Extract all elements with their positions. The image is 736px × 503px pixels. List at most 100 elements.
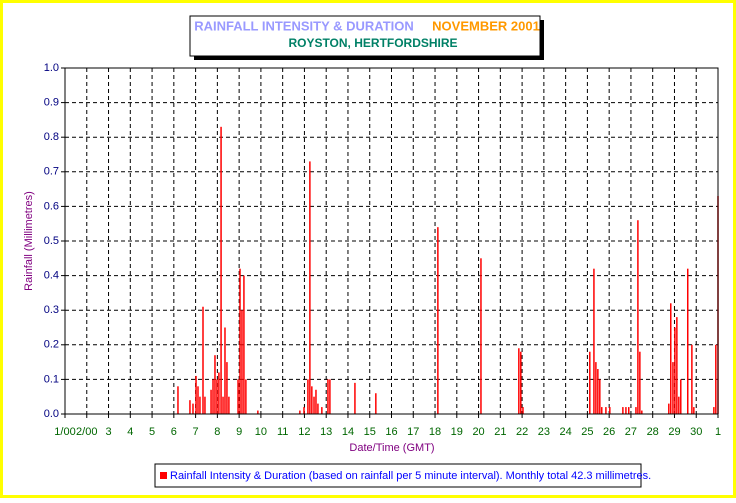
- x-tick-label: 1: [715, 426, 721, 438]
- bar: [520, 351, 522, 414]
- y-tick-label: 0.9: [44, 97, 59, 109]
- legend-swatch: [160, 472, 167, 479]
- bar: [713, 407, 715, 414]
- bar: [599, 379, 601, 414]
- x-tick-label: 7: [193, 426, 199, 438]
- plot-border: [64, 67, 719, 415]
- bar: [672, 362, 674, 414]
- bar: [605, 407, 607, 414]
- x-tick-label: 14: [342, 426, 354, 438]
- y-tick-label: 0.0: [44, 408, 59, 420]
- bar: [216, 379, 218, 414]
- y-tick-label: 0.3: [44, 304, 59, 316]
- y-tick-label: 1.0: [44, 62, 59, 74]
- x-tick-label: 5: [149, 426, 155, 438]
- bar: [307, 379, 309, 414]
- bar: [303, 407, 305, 414]
- chart-subtitle: ROYSTON, HERTFORDSHIRE: [288, 36, 457, 50]
- bar: [668, 403, 670, 414]
- bar: [589, 351, 591, 414]
- x-tick-label: 19: [451, 426, 463, 438]
- x-tick-label: 12: [298, 426, 310, 438]
- bar: [639, 351, 641, 414]
- bar: [315, 389, 317, 414]
- bar: [239, 268, 241, 414]
- x-tick-label: 17: [407, 426, 419, 438]
- bar: [237, 379, 239, 414]
- bar: [257, 410, 259, 414]
- x-tick-label: 16: [385, 426, 397, 438]
- bar: [437, 227, 439, 414]
- bar: [674, 327, 676, 414]
- y-axis-label: Rainfall (Millimetres): [23, 191, 35, 291]
- x-tick-label: 27: [625, 426, 637, 438]
- x-axis-label: Date/Time (GMT): [349, 442, 434, 454]
- x-tick-label: 10: [255, 426, 267, 438]
- bar: [317, 403, 319, 414]
- bar: [329, 379, 331, 414]
- bar: [212, 379, 214, 414]
- bar: [309, 161, 311, 414]
- x-tick-label: 18: [429, 426, 441, 438]
- x-tick-label: 20: [472, 426, 484, 438]
- bar: [222, 396, 224, 414]
- bar: [678, 396, 680, 414]
- bar: [601, 407, 603, 414]
- bar: [670, 303, 672, 414]
- x-tick-label: 30: [690, 426, 702, 438]
- x-tick-label: 21: [494, 426, 506, 438]
- bar: [228, 396, 230, 414]
- bar: [210, 389, 212, 414]
- bar: [189, 400, 191, 414]
- bar: [609, 407, 611, 414]
- bar: [218, 372, 220, 414]
- x-tick-label: 15: [364, 426, 376, 438]
- bar: [635, 407, 637, 414]
- bar: [327, 379, 329, 414]
- bar: [593, 268, 595, 414]
- bar: [625, 407, 627, 414]
- bar: [354, 382, 356, 414]
- bar: [224, 327, 226, 414]
- legend-box: [154, 463, 642, 488]
- x-tick-label: 1/00: [54, 426, 75, 438]
- y-tick-label: 0.4: [44, 270, 59, 282]
- bar: [480, 258, 482, 414]
- x-tick-label: 11: [277, 426, 288, 438]
- bar: [595, 362, 597, 414]
- bar: [241, 310, 243, 414]
- bar: [195, 375, 197, 414]
- title-box: [189, 15, 541, 57]
- bar: [311, 386, 313, 414]
- y-tick-label: 0.1: [44, 373, 59, 385]
- bar: [628, 407, 630, 414]
- bar: [622, 407, 624, 414]
- bar: [199, 396, 201, 414]
- bar: [214, 355, 216, 414]
- bar: [597, 369, 599, 414]
- bar: [299, 410, 301, 414]
- x-tick-label: 2/00: [76, 426, 97, 438]
- legend-label: Rainfall Intensity & Duration (based on …: [170, 470, 651, 482]
- bar: [243, 275, 245, 414]
- bar: [202, 306, 204, 414]
- chart-date: NOVEMBER 2001: [432, 18, 540, 33]
- x-tick-label: 29: [668, 426, 680, 438]
- bar: [197, 386, 199, 414]
- bar: [226, 362, 228, 414]
- bar: [676, 317, 678, 414]
- bar: [637, 220, 639, 414]
- y-tick-label: 0.2: [44, 339, 59, 351]
- y-tick-label: 0.5: [44, 235, 59, 247]
- x-tick-label: 28: [647, 426, 659, 438]
- bar: [220, 126, 222, 414]
- bar: [522, 407, 524, 414]
- bar: [321, 407, 323, 414]
- bar: [641, 410, 643, 414]
- bar: [313, 396, 315, 414]
- bar: [715, 344, 717, 414]
- x-tick-label: 3: [105, 426, 111, 438]
- x-tick-label: 9: [236, 426, 242, 438]
- y-tick-label: 0.7: [44, 166, 59, 178]
